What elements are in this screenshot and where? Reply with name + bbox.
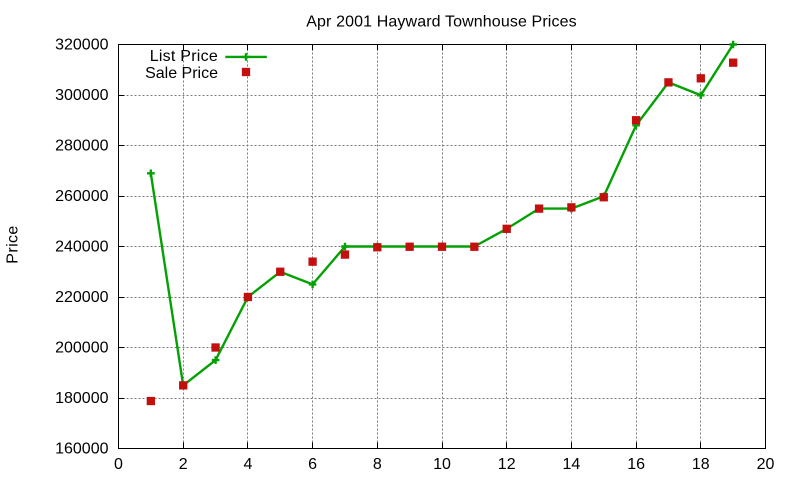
- svg-text:0: 0: [114, 456, 123, 473]
- svg-text:200000: 200000: [55, 340, 108, 357]
- svg-text:20: 20: [757, 456, 775, 473]
- svg-text:12: 12: [498, 456, 516, 473]
- svg-text:180000: 180000: [55, 390, 108, 407]
- svg-text:260000: 260000: [55, 188, 108, 205]
- svg-text:220000: 220000: [55, 289, 108, 306]
- svg-text:Apr 2001 Hayward Townhouse Pri: Apr 2001 Hayward Townhouse Prices: [306, 13, 576, 30]
- svg-text:160000: 160000: [55, 441, 108, 458]
- svg-text:4: 4: [243, 456, 252, 473]
- svg-text:18: 18: [692, 456, 710, 473]
- svg-text:8: 8: [373, 456, 382, 473]
- svg-text:2: 2: [179, 456, 188, 473]
- svg-text:Sale Price: Sale Price: [145, 65, 218, 82]
- svg-text:16: 16: [627, 456, 645, 473]
- svg-text:320000: 320000: [55, 37, 108, 54]
- svg-text:300000: 300000: [55, 87, 108, 104]
- svg-text:6: 6: [308, 456, 317, 473]
- svg-text:Price: Price: [5, 225, 22, 263]
- svg-text:10: 10: [433, 456, 451, 473]
- svg-text:280000: 280000: [55, 138, 108, 155]
- svg-text:14: 14: [563, 456, 581, 473]
- svg-text:240000: 240000: [55, 239, 108, 256]
- svg-text:List Price: List Price: [150, 48, 218, 65]
